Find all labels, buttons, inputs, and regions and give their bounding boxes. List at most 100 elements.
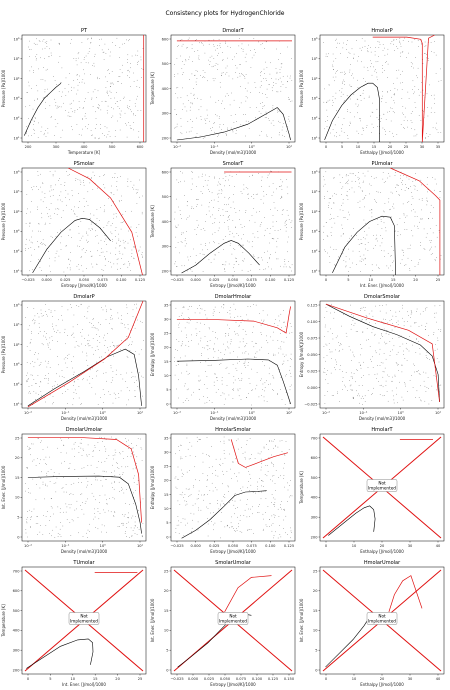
subplot-title: DmolarHmolar [215,294,252,300]
y-tick-label: 10¹ [13,269,20,273]
x-tick-label: 0 [325,278,328,282]
x-tick-label: 0.000 [191,278,202,282]
state-points [25,37,144,140]
y-tick-label: 10⁵ [13,323,20,327]
axes-frame [170,300,296,409]
y-tick-label: 10⁵ [13,190,20,194]
axes-frame [21,433,147,542]
x-tick-label: 0.150 [284,677,295,681]
subplot-title: PSmolar [74,161,96,167]
subplot-title: DmolarSmolar [364,294,401,300]
x-axis-label: Density [mol/m3]/1000 [61,416,108,421]
state-points [323,303,442,405]
plot-area [323,35,442,142]
x-tick-label: 5 [49,677,51,681]
plot-area [174,170,293,274]
axes-frame [21,300,147,409]
y-tick-label: 0 [166,668,169,672]
saturation-curve [24,82,62,136]
limit-boundary [224,575,272,613]
y-axis-label: Pressure [Pa]/1000 [1,69,6,107]
y-tick-label: 5 [166,521,168,525]
y-tick-label: 0.025 [307,369,317,373]
x-tick-label: 15 [372,145,377,149]
x-tick-label: 10 [352,677,357,681]
x-tick-label: 200 [25,145,33,149]
x-tick-label: 10⁻² [173,145,181,149]
x-tick-label: 15 [93,677,98,681]
x-tick-label: 5 [341,145,343,149]
x-tick-label: 40 [436,677,441,681]
x-tick-label: 10¹ [286,411,293,415]
x-tick-label: −0.025 [170,677,183,681]
x-tick-label: 30 [408,677,413,681]
state-points [323,170,442,272]
y-tick-label: 10 [164,629,169,633]
x-tick-label: −0.025 [21,278,34,282]
y-tick-label: 400 [311,496,319,500]
y-tick-label: 500 [162,62,170,66]
x-tick-label: 600 [137,145,145,149]
y-tick-label: 400 [162,87,170,91]
y-tick-label: 200 [162,269,170,273]
y-axis-label: Enthalpy [J/mol]/1000 [150,465,155,509]
x-axis-label: Entropy [J/mol/K]/1000 [210,549,256,554]
x-tick-label: 10 [369,278,374,282]
limit-boundary [372,35,435,142]
x-tick-label: 25 [138,677,143,681]
y-tick-label: 10³ [13,97,20,101]
y-tick-label: 25 [313,569,318,573]
y-axis-label: Pressure [Pa]/1000 [1,335,6,373]
subplot-dmolarumolar: DmolarUmolar 10⁻² 10⁻¹ 10⁰ 10¹ 0 5 10 15 20 25 Dens… [1,427,147,554]
y-tick-label: −0.025 [304,402,317,406]
x-axis-label: Density [mol/m3]/1000 [61,549,108,554]
y-tick-label: 10² [13,117,20,121]
y-tick-label: 15 [164,609,169,613]
y-tick-label: 200 [162,136,170,140]
subplot-hmolarsmolar: HmolarSmolar −0.025 0.000 0.025 0.050 0.075 0.… [150,427,296,554]
y-tick-label: 10² [311,250,318,254]
limit-boundary [176,306,291,334]
y-tick-label: 600 [162,170,170,174]
x-tick-label: 0.125 [284,544,294,548]
y-axis-label: Int. Ener. [J/mol]/1000 [150,598,155,642]
subplot-title: DmolarUmolar [66,427,103,433]
x-axis-label: Int. Ener. [J/mol]/1000 [62,682,106,687]
limit-boundary [388,575,423,613]
x-tick-label: 10⁻² [24,411,32,415]
y-tick-label: 300 [162,245,170,249]
limit-boundary [27,301,144,408]
x-tick-label: 10¹ [435,411,442,415]
subplot-dmolart: DmolarT 10⁻² 10⁻¹ 10⁰ 10¹ 200 300 400 500 600 Dens… [150,28,296,155]
x-tick-label: 10 [356,145,361,149]
y-tick-label: 25 [164,465,169,469]
state-points [25,170,143,273]
y-tick-label: 300 [162,112,170,116]
x-axis-label: Temperature [K] [67,150,101,155]
y-axis-label: Temperature [K] [1,604,6,638]
y-tick-label: 5 [315,649,317,653]
subplot-title: SmolarT [223,161,245,167]
x-tick-label: 30 [408,544,413,548]
x-tick-label: 20 [388,145,393,149]
y-tick-label: 20 [164,479,169,483]
x-tick-label: 40 [436,544,441,548]
axes-frame [170,433,296,542]
subplot-smolart: SmolarT −0.025 0.000 0.025 0.050 0.075 0.100 0.… [150,161,296,288]
y-tick-label: 15 [313,609,318,613]
x-tick-label: 0.075 [98,278,108,282]
limit-boundary [230,439,288,468]
x-tick-label: 0.100 [265,278,276,282]
y-tick-label: 600 [311,456,319,460]
y-tick-label: 10⁶ [13,170,20,174]
y-tick-label: 5 [166,649,168,653]
not-implemented-box [217,612,249,625]
y-tick-label: 600 [162,37,170,41]
plot-area [174,37,293,141]
y-axis-label: Pressure [Pa]/1000 [299,69,304,107]
y-tick-label: 0.075 [307,336,317,340]
x-tick-label: 10¹ [137,544,144,548]
y-tick-label: 10⁶ [13,37,20,41]
plot-area [323,168,442,275]
y-tick-label: 10 [15,496,20,500]
